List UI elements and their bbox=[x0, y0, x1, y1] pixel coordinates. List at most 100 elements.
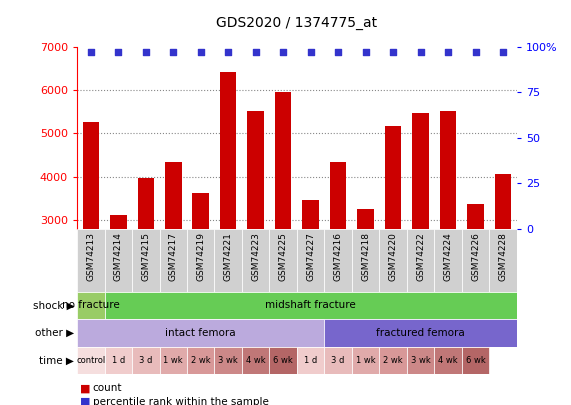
Bar bbox=[215, 347, 242, 374]
Text: GSM74223: GSM74223 bbox=[251, 232, 260, 281]
Text: 3 wk: 3 wk bbox=[218, 356, 238, 365]
Point bbox=[224, 49, 233, 55]
Bar bbox=[385, 126, 401, 229]
Text: 4 wk: 4 wk bbox=[246, 356, 266, 365]
Bar bbox=[77, 292, 104, 319]
Bar bbox=[77, 347, 104, 374]
Text: 1 d: 1 d bbox=[304, 356, 317, 365]
Text: intact femora: intact femora bbox=[166, 328, 236, 338]
Point bbox=[251, 49, 260, 55]
Bar bbox=[165, 162, 182, 229]
Bar bbox=[242, 229, 270, 292]
Bar bbox=[159, 347, 187, 374]
Bar bbox=[159, 229, 187, 292]
Bar bbox=[132, 347, 159, 374]
Text: midshaft fracture: midshaft fracture bbox=[266, 301, 356, 310]
Text: GSM74219: GSM74219 bbox=[196, 232, 205, 281]
Text: ■: ■ bbox=[80, 397, 90, 405]
Bar bbox=[494, 174, 511, 229]
Text: GSM74215: GSM74215 bbox=[141, 232, 150, 281]
Point bbox=[471, 49, 480, 55]
Text: 2 wk: 2 wk bbox=[383, 356, 403, 365]
Text: fractured femora: fractured femora bbox=[376, 328, 465, 338]
Bar bbox=[192, 193, 209, 229]
Text: no fracture: no fracture bbox=[62, 301, 120, 310]
Bar bbox=[104, 229, 132, 292]
Text: GSM74213: GSM74213 bbox=[86, 232, 95, 281]
Bar bbox=[435, 347, 462, 374]
Text: GSM74222: GSM74222 bbox=[416, 232, 425, 281]
Bar bbox=[407, 229, 435, 292]
Bar bbox=[467, 204, 484, 229]
Bar bbox=[379, 347, 407, 374]
Text: GDS2020 / 1374775_at: GDS2020 / 1374775_at bbox=[216, 16, 377, 30]
Point bbox=[498, 49, 508, 55]
Bar bbox=[330, 162, 347, 229]
Bar bbox=[77, 319, 324, 347]
Text: GSM74224: GSM74224 bbox=[444, 232, 453, 281]
Point bbox=[168, 49, 178, 55]
Bar bbox=[77, 229, 104, 292]
Point bbox=[279, 49, 288, 55]
Bar bbox=[187, 347, 215, 374]
Text: GSM74217: GSM74217 bbox=[169, 232, 178, 281]
Bar bbox=[138, 179, 154, 229]
Bar bbox=[357, 209, 374, 229]
Bar bbox=[220, 72, 236, 229]
Text: 1 wk: 1 wk bbox=[356, 356, 375, 365]
Bar bbox=[407, 347, 435, 374]
Bar bbox=[324, 347, 352, 374]
Text: 4 wk: 4 wk bbox=[439, 356, 458, 365]
Text: GSM74218: GSM74218 bbox=[361, 232, 370, 281]
Bar bbox=[352, 229, 379, 292]
Text: 6 wk: 6 wk bbox=[274, 356, 293, 365]
Text: 1 d: 1 d bbox=[112, 356, 125, 365]
Text: control: control bbox=[76, 356, 106, 365]
Bar bbox=[110, 215, 127, 229]
Bar bbox=[104, 347, 132, 374]
Text: GSM74227: GSM74227 bbox=[306, 232, 315, 281]
Point bbox=[306, 49, 315, 55]
Text: GSM74228: GSM74228 bbox=[498, 232, 508, 281]
Text: count: count bbox=[93, 384, 122, 393]
Point bbox=[333, 49, 343, 55]
Point bbox=[141, 49, 150, 55]
Text: GSM74221: GSM74221 bbox=[224, 232, 233, 281]
Bar bbox=[303, 200, 319, 229]
Point bbox=[196, 49, 206, 55]
Bar bbox=[462, 229, 489, 292]
Bar bbox=[352, 347, 379, 374]
Bar bbox=[379, 229, 407, 292]
Point bbox=[416, 49, 425, 55]
Point bbox=[114, 49, 123, 55]
Text: 3 wk: 3 wk bbox=[411, 356, 431, 365]
Text: 3 d: 3 d bbox=[139, 356, 152, 365]
Bar bbox=[275, 92, 291, 229]
Text: 3 d: 3 d bbox=[331, 356, 345, 365]
Text: 2 wk: 2 wk bbox=[191, 356, 211, 365]
Point bbox=[361, 49, 370, 55]
Point bbox=[444, 49, 453, 55]
Bar bbox=[435, 229, 462, 292]
Text: ■: ■ bbox=[80, 384, 90, 393]
Bar bbox=[187, 229, 215, 292]
Bar bbox=[297, 347, 324, 374]
Bar bbox=[270, 229, 297, 292]
Bar bbox=[242, 347, 270, 374]
Bar bbox=[440, 111, 456, 229]
Text: 1 wk: 1 wk bbox=[163, 356, 183, 365]
Bar bbox=[489, 229, 517, 292]
Bar bbox=[324, 319, 517, 347]
Bar bbox=[247, 111, 264, 229]
Bar bbox=[270, 347, 297, 374]
Point bbox=[388, 49, 397, 55]
Bar bbox=[215, 229, 242, 292]
Bar bbox=[412, 113, 429, 229]
Bar bbox=[462, 347, 489, 374]
Text: GSM74214: GSM74214 bbox=[114, 232, 123, 281]
Text: time ▶: time ▶ bbox=[39, 356, 74, 365]
Text: 6 wk: 6 wk bbox=[466, 356, 485, 365]
Text: GSM74225: GSM74225 bbox=[279, 232, 288, 281]
Bar bbox=[83, 122, 99, 229]
Bar bbox=[132, 229, 159, 292]
